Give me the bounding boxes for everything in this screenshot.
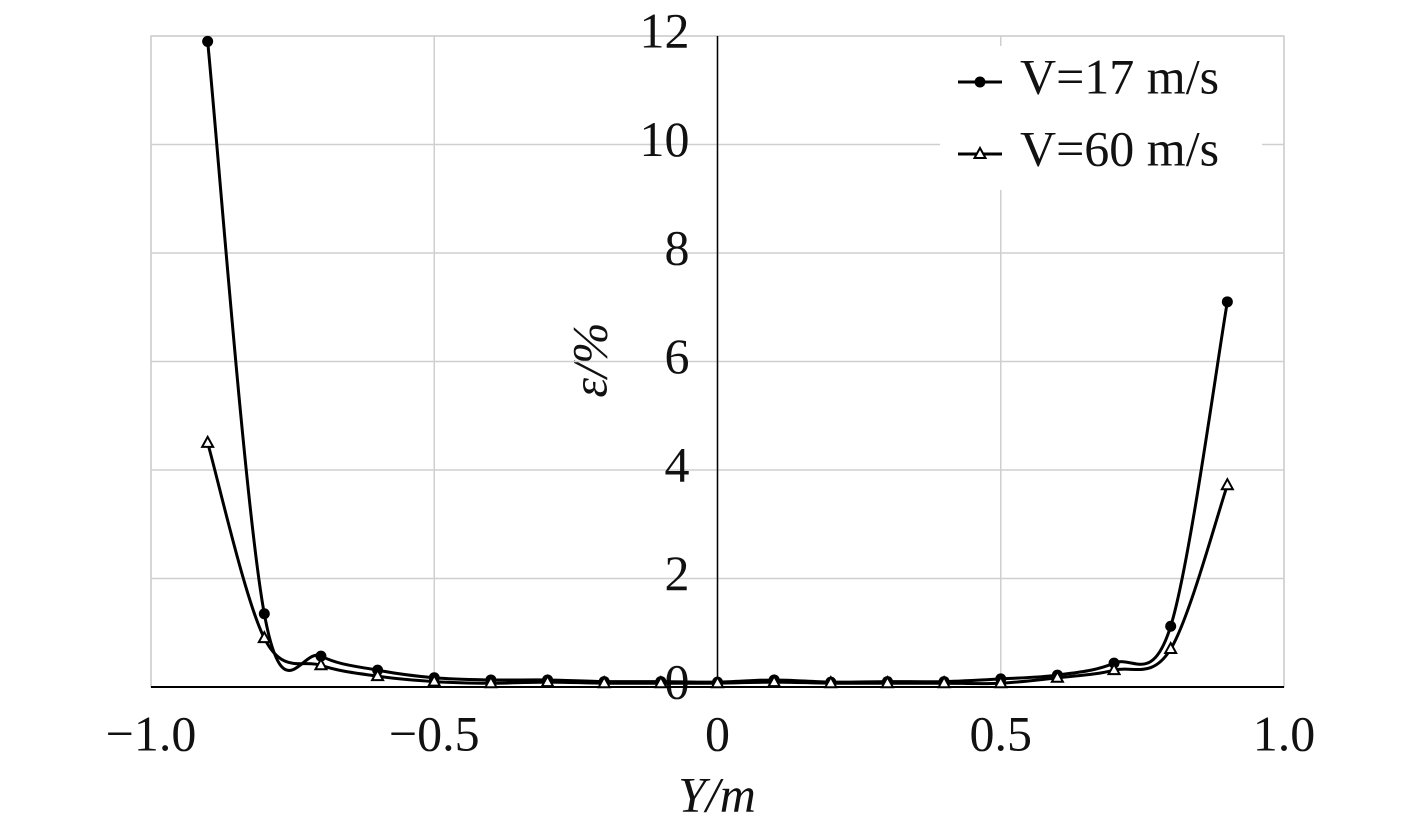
y-axis-label: ε/% — [561, 322, 617, 397]
marker — [1221, 296, 1233, 308]
marker — [200, 434, 215, 448]
x-axis-label: Y/m — [678, 766, 756, 822]
marker — [370, 668, 385, 682]
marker — [1220, 477, 1235, 491]
x-tick-label: −1.0 — [106, 705, 197, 761]
marker — [540, 674, 555, 688]
marker — [653, 675, 669, 689]
marker — [710, 675, 725, 689]
y-tick-label: 2 — [665, 545, 690, 601]
x-tick-label: 0.5 — [970, 705, 1033, 761]
marker — [483, 675, 499, 689]
marker — [766, 674, 782, 688]
marker — [427, 673, 442, 687]
x-tick-label: 0 — [705, 705, 730, 761]
marker — [972, 145, 988, 159]
marker — [880, 675, 895, 689]
marker — [257, 630, 272, 644]
y-tick-label: 8 — [665, 219, 690, 275]
y-tick-label: 12 — [640, 2, 690, 58]
marker — [993, 675, 1008, 689]
marker — [258, 608, 270, 620]
marker — [202, 35, 214, 47]
marker — [936, 675, 952, 689]
marker — [597, 675, 612, 689]
y-tick-label: 10 — [640, 111, 690, 167]
legend — [940, 46, 1262, 190]
marker — [1163, 640, 1178, 655]
marker — [823, 675, 838, 689]
marker — [313, 657, 329, 671]
x-tick-label: 1.0 — [1253, 705, 1316, 761]
marker — [315, 650, 327, 662]
x-tick-label: −0.5 — [389, 705, 480, 761]
marker — [1050, 669, 1065, 683]
y-tick-label: 6 — [665, 328, 690, 384]
y-tick-label: 4 — [665, 436, 690, 492]
marker — [1165, 620, 1177, 632]
legend-label: V=60 m/s — [1020, 120, 1219, 176]
marker — [974, 76, 986, 88]
legend-label: V=17 m/s — [1020, 48, 1219, 104]
marker — [1106, 662, 1122, 676]
